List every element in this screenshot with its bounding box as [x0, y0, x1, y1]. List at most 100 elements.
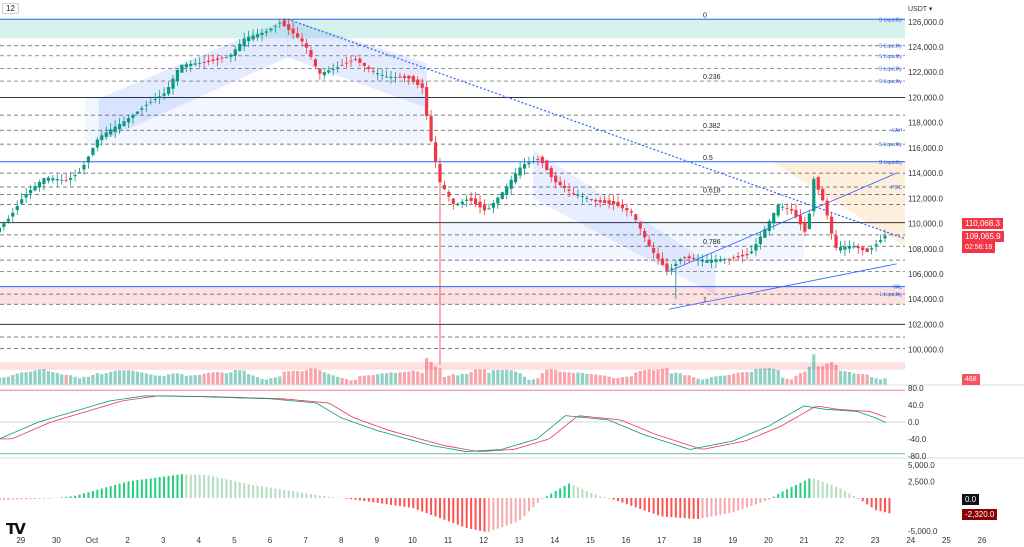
interval-selector[interactable]: 12 [2, 3, 19, 14]
candle-body [407, 75, 411, 79]
candle-body [838, 247, 843, 251]
volume-bar [282, 371, 286, 385]
time-tick: Oct [86, 536, 99, 545]
volume-bar [153, 375, 157, 385]
volume-bar [11, 374, 15, 385]
candle-body [336, 67, 340, 69]
volume-bar [264, 379, 269, 385]
volume-bars [0, 354, 887, 385]
candle-body [718, 259, 722, 261]
candle-body [509, 179, 513, 189]
volume-bar [2, 377, 6, 385]
candle-body [215, 58, 220, 60]
candle-body [696, 259, 700, 261]
volume-bar [433, 366, 438, 385]
volume-bar [870, 377, 874, 385]
currency-selector[interactable]: USDT ▾ [908, 6, 933, 13]
volume-bar [465, 373, 469, 385]
candle-body [42, 178, 46, 185]
candle-body [251, 35, 255, 40]
volume-bar [781, 377, 785, 385]
candle-body [313, 59, 317, 67]
candle-body [113, 126, 117, 132]
candle-body [425, 87, 429, 116]
candle-body [812, 178, 816, 212]
candle-body [465, 199, 469, 201]
volume-bar [251, 375, 255, 385]
volume-bar [554, 370, 558, 385]
candle-body [193, 63, 197, 65]
volume-bar [287, 371, 291, 385]
volume-bar [878, 379, 883, 385]
fib-label: 0 [703, 12, 707, 19]
candle-body [11, 212, 15, 217]
volume-bar [420, 373, 424, 385]
candle-body [611, 201, 616, 205]
volume-bar [487, 372, 491, 385]
price-tick: 126,000.0 [908, 18, 944, 27]
candle-body [184, 64, 188, 68]
volume-bar [429, 361, 433, 385]
volume-bar [709, 377, 714, 385]
candle-body [829, 216, 834, 234]
candle-body [789, 209, 794, 211]
volume-bar [620, 377, 625, 385]
time-tick: 5 [232, 536, 237, 545]
candle-body [527, 162, 531, 165]
volume-bar [611, 377, 616, 385]
candle-body [692, 258, 696, 259]
time-tick: 16 [622, 536, 631, 545]
level-tag: S Liquidity [879, 44, 903, 50]
candle-body [442, 184, 447, 190]
volume-bar [380, 373, 384, 385]
candle-body [856, 246, 860, 249]
candle-body [371, 70, 375, 72]
volume-bar [660, 368, 665, 385]
volume-bar [821, 366, 825, 385]
volume-bar [166, 374, 171, 385]
volume-bar [776, 369, 780, 385]
candle-body [496, 197, 500, 204]
candle-body [723, 259, 727, 260]
oscillator-tick: 80.0 [908, 384, 924, 393]
candle-body [456, 203, 460, 206]
time-tick: 15 [586, 536, 595, 545]
candle-body [482, 205, 487, 211]
candle-body [291, 28, 295, 34]
candle-body [607, 200, 611, 204]
candles [0, 17, 887, 365]
candle-body [714, 259, 718, 262]
candle-body [603, 200, 607, 203]
volume-bar [51, 372, 55, 385]
volume-bar [37, 369, 42, 385]
level-tag: S Liquidity [879, 17, 903, 23]
volume-bar [393, 372, 398, 385]
level-tag: POC [891, 185, 902, 191]
candle-body [852, 246, 856, 248]
level-tag: VAL [893, 285, 902, 291]
volume-bar [736, 372, 740, 385]
candle-body [674, 263, 678, 266]
macd-value-badge: -2,320.0 [962, 509, 998, 520]
volume-bar [402, 372, 406, 385]
volume-bar [322, 372, 326, 385]
candle-body [269, 28, 273, 31]
candle-body [411, 76, 415, 82]
candle-body [433, 142, 438, 162]
lower-zone [0, 362, 905, 370]
volume-bar [24, 372, 28, 385]
volume-bar [451, 374, 455, 385]
candle-body [273, 25, 277, 27]
volume-bar [616, 378, 620, 385]
volume-bar [327, 373, 331, 385]
volume-bar [571, 372, 576, 385]
volume-bar [723, 375, 727, 385]
time-tick: 21 [800, 536, 809, 545]
time-tick: 23 [871, 536, 880, 545]
candle-body [15, 206, 19, 211]
volume-bar [247, 374, 251, 385]
time-tick: 3 [161, 536, 166, 545]
volume-bar [69, 375, 73, 385]
time-tick: 17 [657, 536, 666, 545]
